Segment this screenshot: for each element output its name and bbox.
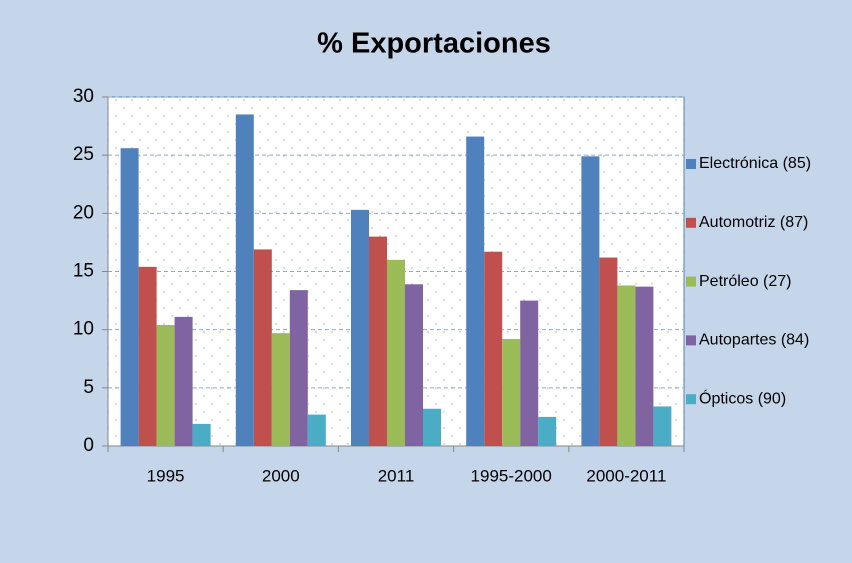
legend-label: Automotriz (87) — [699, 214, 808, 231]
x-tick-label: 1995-2000 — [471, 466, 552, 485]
x-tick-label: 1995 — [147, 466, 185, 485]
y-tick-label: 15 — [73, 261, 94, 282]
y-tick-label: 25 — [73, 144, 94, 165]
legend-label: Petróleo (27) — [699, 273, 792, 290]
legend-label: Autopartes (84) — [699, 332, 809, 349]
chart-title: % Exportaciones — [317, 28, 551, 60]
legend-label: Electrónica (85) — [699, 155, 811, 172]
y-tick-label: 10 — [73, 319, 94, 340]
x-tick-label: 2000 — [262, 466, 300, 485]
legend-swatch — [686, 159, 696, 169]
legend-swatch — [686, 335, 696, 346]
bar — [599, 257, 618, 446]
bar — [423, 408, 441, 446]
bar — [271, 333, 290, 446]
bar — [484, 251, 503, 446]
legend-label: Ópticos (90) — [699, 388, 786, 407]
bar — [520, 300, 539, 446]
bar — [405, 284, 423, 446]
y-tick-label: 0 — [83, 435, 94, 456]
bar — [120, 148, 139, 447]
bar — [192, 423, 211, 446]
bar — [235, 114, 254, 446]
bar — [351, 209, 369, 446]
bar — [466, 136, 485, 446]
bar — [502, 338, 521, 446]
legend-swatch — [686, 394, 696, 405]
legend-swatch — [686, 217, 696, 228]
bar — [538, 416, 557, 446]
bar — [307, 414, 326, 446]
x-tick-label: 2000-2011 — [586, 466, 666, 485]
bar — [289, 290, 308, 446]
bar — [174, 316, 193, 446]
y-tick-label: 20 — [73, 202, 94, 223]
y-tick-label: 5 — [83, 377, 94, 398]
y-tick-label: 30 — [73, 86, 94, 107]
bar — [156, 325, 175, 446]
bar — [369, 236, 387, 446]
bar — [581, 156, 600, 446]
bar — [253, 249, 272, 446]
bar — [635, 286, 654, 446]
bar — [653, 406, 672, 446]
bar — [387, 259, 405, 446]
bar — [617, 285, 636, 446]
x-tick-label: 2011 — [378, 466, 415, 485]
bar — [138, 266, 157, 446]
legend-swatch — [686, 276, 696, 287]
